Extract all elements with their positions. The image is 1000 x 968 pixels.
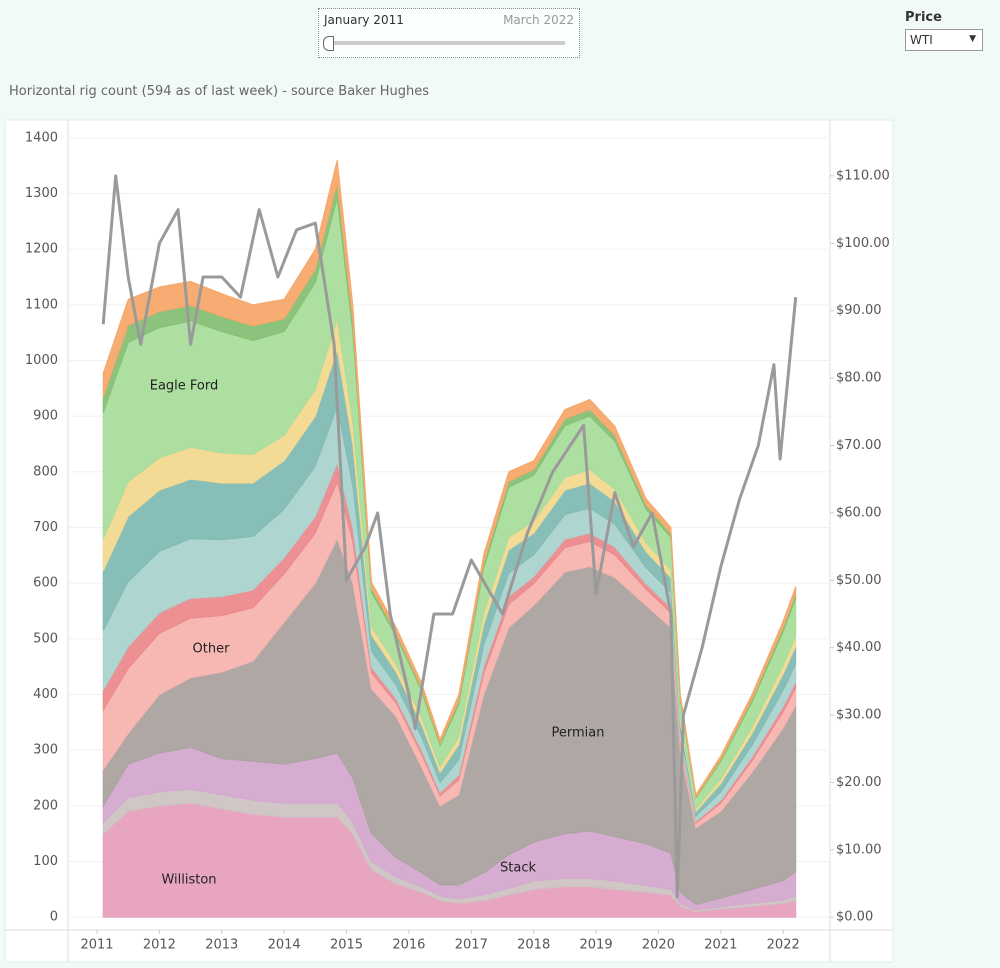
price-label: Price xyxy=(905,10,942,25)
y2-tick-label: $110.00 xyxy=(836,168,890,183)
x-tick-label: 2018 xyxy=(517,938,550,953)
x-tick-label: 2020 xyxy=(642,938,675,953)
y-tick-label: 900 xyxy=(33,409,58,424)
y2-tick-label: $50.00 xyxy=(836,573,882,588)
y-tick-label: 1400 xyxy=(25,130,58,145)
x-tick-label: 2015 xyxy=(330,938,363,953)
y2-tick-label: $20.00 xyxy=(836,775,882,790)
chart-title: Horizontal rig count (594 as of last wee… xyxy=(9,84,429,99)
area-band xyxy=(102,159,797,799)
y2-tick-label: $10.00 xyxy=(836,842,882,857)
x-tick-label: 2021 xyxy=(704,938,737,953)
area-label: Williston xyxy=(161,873,216,888)
slider-handle[interactable] xyxy=(323,36,334,51)
y2-tick-label: $70.00 xyxy=(836,438,882,453)
price-line xyxy=(101,174,798,899)
y-tick-label: 500 xyxy=(33,631,58,646)
dropdown-arrow: ▼ xyxy=(969,34,976,44)
y-tick-label: 1100 xyxy=(25,297,58,312)
date-range-filter[interactable]: January 2011 March 2022 xyxy=(318,8,580,58)
area-label: Permian xyxy=(552,726,605,741)
area-label: Eagle Ford xyxy=(150,379,219,394)
y2-tick-label: $40.00 xyxy=(836,640,882,655)
y-tick-label: 400 xyxy=(33,687,58,702)
y-tick-label: 800 xyxy=(33,464,58,479)
range-start: January 2011 xyxy=(324,13,404,27)
area-label: Stack xyxy=(500,861,536,876)
y2-tick-label: $0.00 xyxy=(836,910,873,925)
y-tick-label: 700 xyxy=(33,520,58,535)
x-tick-label: 2022 xyxy=(767,938,800,953)
x-tick-label: 2013 xyxy=(205,938,238,953)
y2-tick-label: $60.00 xyxy=(836,505,882,520)
range-end: March 2022 xyxy=(503,13,574,27)
x-tick-label: 2011 xyxy=(80,938,113,953)
y-tick-label: 1000 xyxy=(25,353,58,368)
y2-tick-label: $80.00 xyxy=(836,371,882,386)
price-choice: WTI xyxy=(910,33,933,47)
y-tick-label: 1300 xyxy=(25,186,58,201)
y-tick-label: 600 xyxy=(33,576,58,591)
y-tick-label: 300 xyxy=(33,743,58,758)
x-tick-label: 2019 xyxy=(580,938,613,953)
x-tick-label: 2016 xyxy=(392,938,425,953)
x-tick-label: 2017 xyxy=(455,938,488,953)
y2-tick-label: $100.00 xyxy=(836,236,890,251)
y-tick-label: 100 xyxy=(33,854,58,869)
y-tick-label: 0 xyxy=(50,910,58,925)
y-tick-label: 1200 xyxy=(25,242,58,257)
price-dropdown[interactable]: WTI ▼ xyxy=(905,29,983,51)
x-tick-label: 2012 xyxy=(143,938,176,953)
y-tick-label: 200 xyxy=(33,798,58,813)
y2-tick-label: $30.00 xyxy=(836,708,882,723)
x-tick-label: 2014 xyxy=(268,938,301,953)
y2-tick-label: $90.00 xyxy=(836,303,882,318)
area-label: Other xyxy=(193,642,231,657)
slider-track xyxy=(327,41,565,45)
